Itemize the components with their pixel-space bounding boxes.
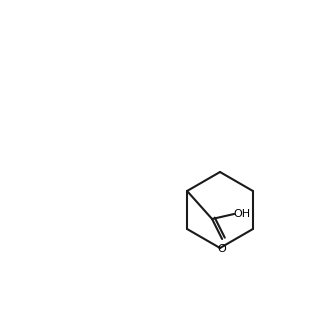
- Text: O: O: [218, 244, 226, 254]
- Text: OH: OH: [233, 209, 251, 219]
